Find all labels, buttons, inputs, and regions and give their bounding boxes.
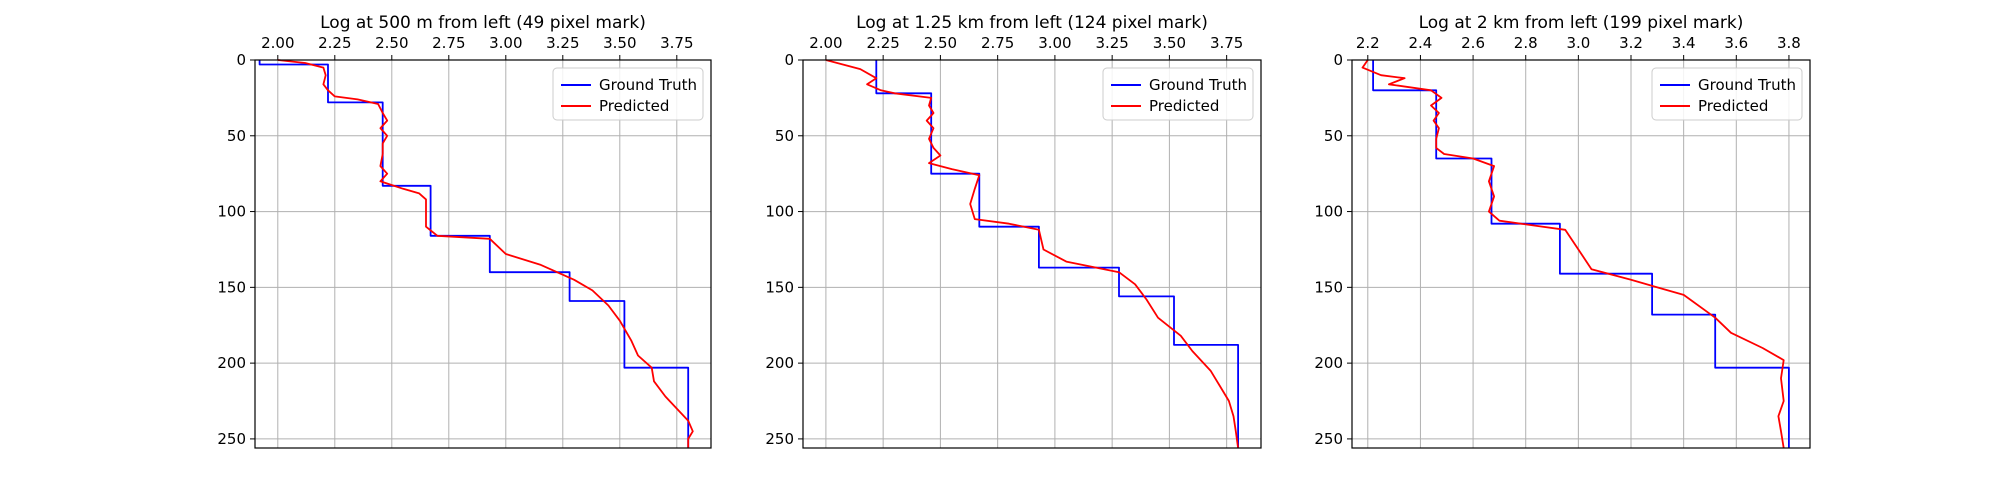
plot-frame [254,59,712,449]
y-tick-label: 100 [1314,203,1343,221]
y-tick-label: 50 [227,127,246,145]
y-tick-label: 100 [765,203,794,221]
ground-truth-series-line [875,60,1239,448]
y-tick-label: 50 [775,127,794,145]
x-tick-label: 3.2 [1619,34,1643,52]
legend: Ground Truth Predicted [1102,67,1254,121]
chart-panel-3: 2.2 2.4 2.6 2.8 3.0 3.2 3.4 3.6 3.8 0 50 100 150 200 2… [1314,13,1811,449]
x-tick-label: 3.00 [1038,34,1071,52]
predicted-series-line [825,59,1239,449]
ground-truth-series-line [258,60,690,448]
legend-label: Predicted [1698,97,1768,115]
chart-panel-1: 2.00 2.25 2.50 2.75 3.00 3.25 3.50 3.75 0 50 100 15… [217,13,712,449]
legend-label: Ground Truth [1149,76,1247,94]
x-tick-label: 3.75 [1210,34,1243,52]
x-tick-label: 2.00 [261,34,294,52]
chart-title: Log at 500 m from left (49 pixel mark) [320,13,646,33]
y-tick-label: 200 [1314,354,1343,372]
y-tick-label: 50 [1324,127,1343,145]
plot-frame [1351,59,1811,449]
x-tick-label: 2.25 [318,34,351,52]
x-tick-label: 3.8 [1777,34,1801,52]
x-tick-label: 3.6 [1724,34,1748,52]
x-tick-label: 2.4 [1409,34,1433,52]
x-tick-label: 2.50 [924,34,957,52]
y-tick-label: 0 [784,51,794,69]
x-tick-label: 3.25 [546,34,579,52]
chart-title: Log at 2 km from left (199 pixel mark) [1419,13,1744,33]
x-tick-label: 2.25 [866,34,899,52]
y-tick-label: 0 [1333,51,1343,69]
chart-title: Log at 1.25 km from left (124 pixel mark… [856,13,1208,33]
x-tick-label: 3.00 [489,34,522,52]
y-tick-label: 250 [1314,430,1343,448]
legend: Ground Truth Predicted [552,67,704,121]
y-tick-label: 150 [217,278,246,296]
y-tick-label: 150 [1314,278,1343,296]
x-tick-label: 2.75 [432,34,465,52]
x-tick-label: 2.8 [1514,34,1538,52]
x-tick-label: 3.0 [1566,34,1590,52]
x-tick-label: 3.50 [1153,34,1186,52]
y-tick-label: 0 [236,51,246,69]
y-tick-label: 200 [765,354,794,372]
x-tick-label: 2.00 [809,34,842,52]
legend: Ground Truth Predicted [1651,67,1803,121]
x-tick-label: 2.2 [1356,34,1380,52]
chart-panel-2: 2.00 2.25 2.50 2.75 3.00 3.25 3.50 3.75 0 50 100 15… [765,13,1262,449]
predicted-series-line [1361,59,1785,449]
x-tick-label: 3.75 [660,34,693,52]
legend-label: Predicted [1149,97,1219,115]
plot-frame [802,59,1262,449]
x-tick-label: 2.6 [1461,34,1485,52]
legend-label: Ground Truth [1698,76,1796,94]
x-tick-label: 3.4 [1672,34,1696,52]
y-tick-label: 100 [217,203,246,221]
y-tick-label: 250 [217,430,246,448]
x-tick-label: 2.50 [375,34,408,52]
legend-label: Predicted [599,97,669,115]
y-tick-label: 150 [765,278,794,296]
x-tick-label: 3.25 [1095,34,1128,52]
y-tick-label: 250 [765,430,794,448]
y-tick-label: 200 [217,354,246,372]
x-tick-label: 2.75 [981,34,1014,52]
predicted-series-line [277,59,694,448]
x-tick-label: 3.50 [603,34,636,52]
legend-label: Ground Truth [599,76,697,94]
